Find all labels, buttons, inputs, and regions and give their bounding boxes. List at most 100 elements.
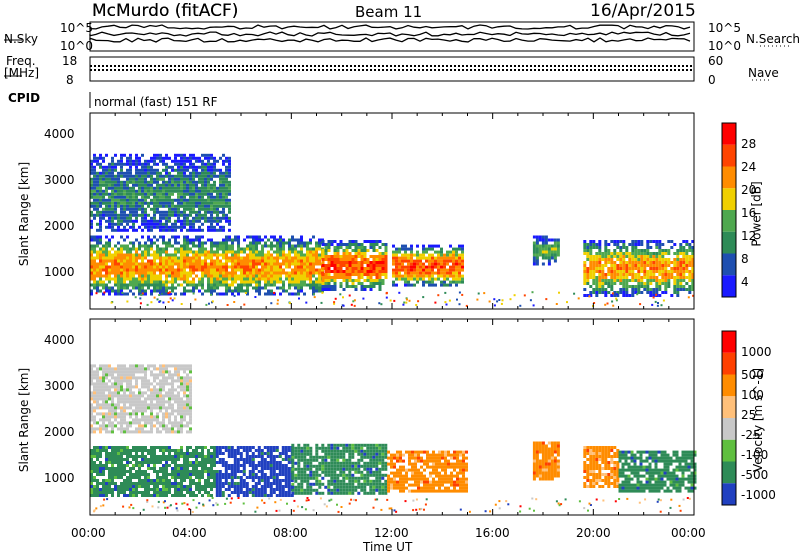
heatmap-cell: [169, 297, 172, 300]
heatmap-cell: [354, 261, 358, 264]
heatmap-cell: [318, 461, 322, 465]
heatmap-cell: [117, 259, 120, 263]
heatmap-cell: [263, 458, 267, 461]
heatmap-cell: [144, 192, 147, 196]
heatmap-cell: [174, 274, 177, 278]
heatmap-cell: [333, 301, 336, 304]
heatmap-cell: [300, 485, 304, 489]
heatmap-cell: [141, 464, 144, 467]
heatmap-cell: [105, 168, 108, 172]
heatmap-cell: [111, 256, 114, 260]
heatmap-cell: [171, 265, 174, 269]
heatmap-cell: [99, 198, 102, 202]
heatmap-cell: [189, 461, 192, 464]
heatmap-cell: [170, 293, 173, 296]
heatmap-cell: [93, 256, 96, 260]
heatmap-cell: [126, 192, 129, 196]
heatmap-cell: [324, 464, 328, 468]
heatmap-cell: [201, 280, 204, 284]
heatmap-cell: [192, 461, 195, 464]
heatmap-cell: [378, 270, 382, 273]
heatmap-cell: [284, 494, 288, 497]
heatmap-cell: [129, 491, 132, 494]
heatmap-cell: [108, 165, 111, 169]
heatmap-cell: [384, 276, 388, 279]
heatmap-cell: [210, 271, 213, 275]
heatmap-cell: [381, 282, 385, 285]
heatmap-cell: [272, 470, 276, 473]
heatmap-cell: [159, 201, 162, 205]
heatmap-cell: [177, 485, 180, 488]
heatmap-cell: [99, 213, 102, 217]
heatmap-cell: [96, 467, 99, 470]
heatmap-cell: [189, 219, 192, 223]
heatmap-cell: [398, 262, 401, 266]
x-tick-label: 20:00: [576, 526, 611, 540]
heatmap-cell: [147, 473, 150, 476]
heatmap-cell: [138, 467, 141, 470]
heatmap-cell: [180, 303, 183, 305]
heatmap-cell: [171, 186, 174, 190]
heatmap-cell: [165, 222, 168, 226]
heatmap-cell: [189, 228, 192, 232]
heatmap-cell: [285, 289, 288, 293]
heatmap-cell: [210, 268, 213, 272]
heatmap-cell: [231, 292, 234, 296]
heatmap-cell: [93, 186, 96, 190]
heatmap-cell: [246, 277, 249, 281]
heatmap-cell: [415, 304, 418, 306]
heatmap-cell: [348, 285, 352, 288]
heatmap-cell: [422, 265, 425, 269]
heatmap-cell: [251, 461, 255, 464]
heatmap-cell: [664, 249, 668, 252]
heatmap-cell: [613, 291, 617, 294]
heatmap-cell: [619, 291, 623, 294]
heatmap-cell: [213, 219, 216, 223]
heatmap-cell: [150, 198, 153, 202]
heatmap-cell: [381, 252, 385, 255]
heatmap-cell: [192, 241, 195, 245]
heatmap-cell: [174, 156, 177, 160]
heatmap-cell: [643, 249, 647, 252]
heatmap-cell: [233, 488, 237, 491]
heatmap-cell: [236, 458, 240, 461]
heatmap-cell: [410, 256, 413, 260]
heatmap-cell: [153, 153, 156, 157]
heatmap-cell: [266, 479, 270, 482]
heatmap-cell: [440, 265, 443, 269]
heatmap-cell: [216, 271, 219, 275]
heatmap-cell: [673, 288, 677, 291]
heatmap-cell: [159, 222, 162, 226]
heatmap-cell: [682, 264, 686, 267]
heatmap-cell: [126, 449, 129, 452]
heatmap-cell: [201, 247, 204, 251]
heatmap-cell: [446, 262, 449, 266]
heatmap-cell: [363, 246, 367, 249]
heatmap-cell: [144, 162, 147, 166]
heatmap-cell: [363, 449, 367, 453]
heatmap-cell: [162, 301, 165, 304]
heatmap-cell: [141, 470, 144, 473]
heatmap-cell: [162, 238, 165, 242]
heatmap-cell: [135, 213, 138, 217]
heatmap-cell: [129, 225, 132, 229]
heatmap-cell: [213, 286, 216, 290]
heatmap-cell: [171, 262, 174, 266]
heatmap-cell: [321, 449, 325, 453]
heatmap-cell: [174, 250, 177, 254]
heatmap-cell: [592, 270, 596, 273]
heatmap-cell: [598, 246, 602, 249]
heatmap-cell: [324, 455, 328, 459]
heatmap-cell: [306, 479, 310, 483]
heatmap-cell: [369, 452, 373, 456]
heatmap-cell: [369, 485, 373, 489]
heatmap-cell: [258, 235, 261, 239]
heatmap-cell: [213, 485, 216, 488]
heatmap-cell: [381, 258, 385, 261]
heatmap-cell: [144, 165, 147, 169]
heatmap-cell: [336, 243, 340, 246]
heatmap-cell: [300, 265, 303, 269]
heatmap-cell: [180, 470, 183, 473]
heatmap-cell: [248, 449, 252, 452]
heatmap-cell: [312, 280, 315, 284]
